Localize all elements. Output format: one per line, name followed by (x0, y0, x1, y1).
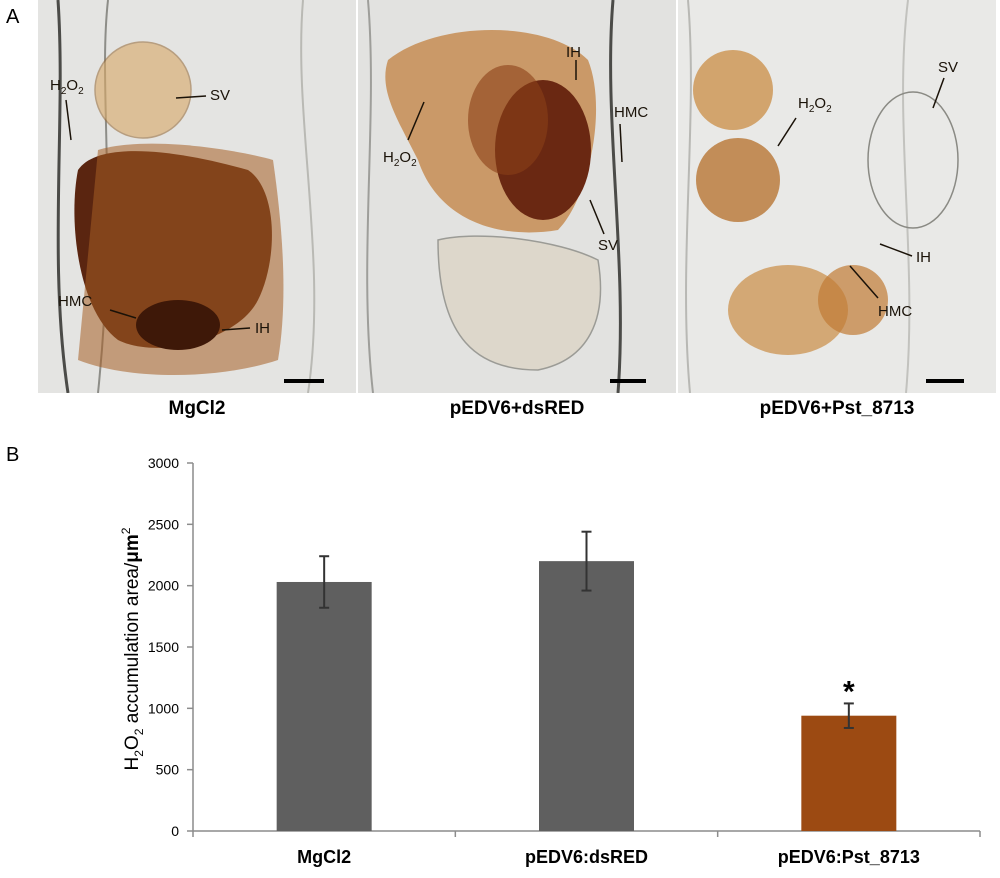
panel-a-label: A (6, 6, 20, 28)
label-ih: IH (255, 320, 270, 337)
bar-pedv6-dsred (539, 561, 634, 831)
arrow-ih (879, 243, 913, 257)
label-h2o2: H2O2 (383, 149, 417, 169)
significance-marker: * (843, 675, 855, 708)
label-sv: SV (598, 237, 618, 254)
arrow-hmc (109, 309, 137, 319)
x-tick-label: pEDV6:Pst_8713 (778, 847, 920, 867)
arrow-h2o2 (65, 99, 72, 141)
y-tick-label: 2500 (148, 516, 179, 532)
label-hmc: HMC (58, 293, 92, 310)
micrograph-pst8713: SV H2O2 IH HMC (678, 0, 996, 393)
y-tick-label: 1500 (148, 639, 179, 655)
bar-mgcl2 (276, 581, 372, 831)
arrow-sv (175, 95, 207, 99)
label-sv: SV (210, 87, 230, 104)
caption-dsred: pEDV6+dsRED (449, 398, 585, 419)
micrograph-mgcl2: H2O2 SV HMC IH (38, 0, 356, 393)
label-h2o2: H2O2 (50, 77, 84, 97)
y-tick-label: 0 (171, 823, 179, 839)
arrow-sv (932, 77, 945, 109)
panel-b-label: B (6, 444, 20, 466)
label-ih: IH (566, 44, 581, 61)
y-axis-label: H2O2 accumulation area/μm2 (119, 527, 146, 770)
label-hmc: HMC (614, 104, 648, 121)
arrow-ih (221, 327, 251, 331)
y-tick-label: 500 (156, 762, 180, 778)
bar-pedv6-pst-8713 (801, 715, 897, 831)
label-hmc: HMC (878, 303, 912, 320)
x-tick-label: MgCl2 (297, 847, 351, 867)
label-sv: SV (938, 59, 958, 76)
caption-mgcl2: MgCl2 (168, 398, 226, 419)
arrow-h2o2 (407, 101, 425, 141)
arrow-hmc (619, 123, 623, 163)
arrow-hmc (849, 265, 879, 299)
y-tick-label: 1000 (148, 700, 179, 716)
arrow-sv (589, 199, 605, 235)
label-h2o2: H2O2 (798, 95, 832, 115)
arrow-h2o2 (777, 117, 797, 147)
caption-pst8713: pEDV6+Pst_8713 (759, 398, 915, 419)
x-tick-label: pEDV6:dsRED (525, 847, 648, 867)
micrograph-dsred: H2O2 IH HMC SV (358, 0, 676, 393)
y-tick-label: 3000 (148, 455, 179, 471)
y-tick-label: 2000 (148, 578, 179, 594)
label-ih: IH (916, 249, 931, 266)
